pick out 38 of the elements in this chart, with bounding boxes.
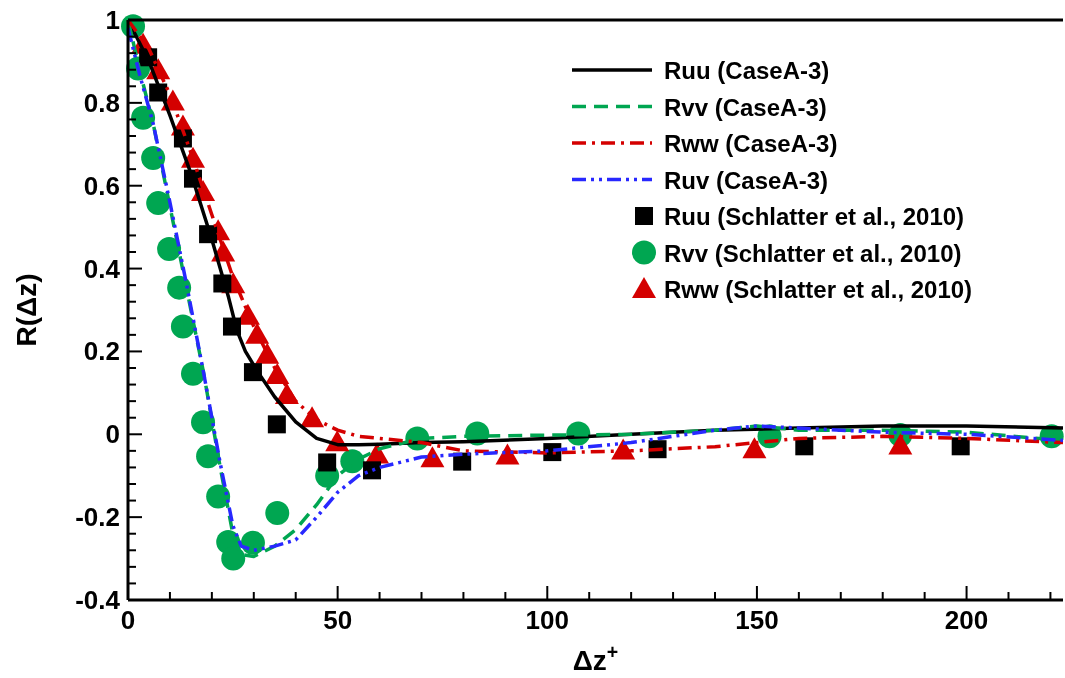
point [363, 461, 382, 480]
point [170, 314, 195, 339]
point [420, 446, 445, 468]
x-tick-label: 200 [944, 605, 989, 635]
x-axis-title: Δz$^{+}$ [572, 641, 619, 676]
legend-label: Rww (CaseA-3) [664, 130, 838, 157]
point [245, 322, 270, 344]
legend-label: Ruu (Schlatter et al., 2010) [664, 203, 965, 230]
point [742, 437, 767, 459]
point [191, 410, 216, 435]
y-tick-label: 0.6 [83, 170, 120, 201]
point [951, 437, 970, 456]
y-tick-label: 1 [105, 5, 120, 35]
point [318, 453, 337, 472]
y-tick-label: 0 [105, 419, 120, 450]
point [267, 415, 286, 434]
y-tick-label: 0.2 [83, 336, 120, 367]
legend-label: Ruv (CaseA-3) [664, 166, 829, 194]
y-axis-title: R(Δz) [11, 273, 42, 347]
point [157, 237, 182, 262]
legend-label: Rvv (CaseA-3) [664, 93, 827, 121]
x-tick-label: 50 [323, 605, 353, 635]
y-tick-label: 0.4 [83, 253, 121, 284]
point [180, 361, 205, 386]
point [888, 433, 913, 455]
point [206, 484, 231, 509]
legend-label: Rvv (Schlatter et al., 2010) [664, 239, 962, 267]
point [265, 501, 290, 525]
y-tick-label: -0.4 [75, 585, 121, 615]
x-tick-label: 150 [735, 605, 779, 635]
x-tick-label: 100 [525, 605, 569, 635]
legend-label: Ruu (CaseA-3) [664, 57, 830, 84]
point [196, 444, 221, 469]
point [221, 546, 246, 571]
y-tick-label: 0.8 [83, 87, 120, 118]
legend-label: Rww (Schlatter et al., 2010) [664, 276, 973, 303]
y-tick-label: -0.2 [75, 502, 120, 533]
point [146, 191, 171, 216]
